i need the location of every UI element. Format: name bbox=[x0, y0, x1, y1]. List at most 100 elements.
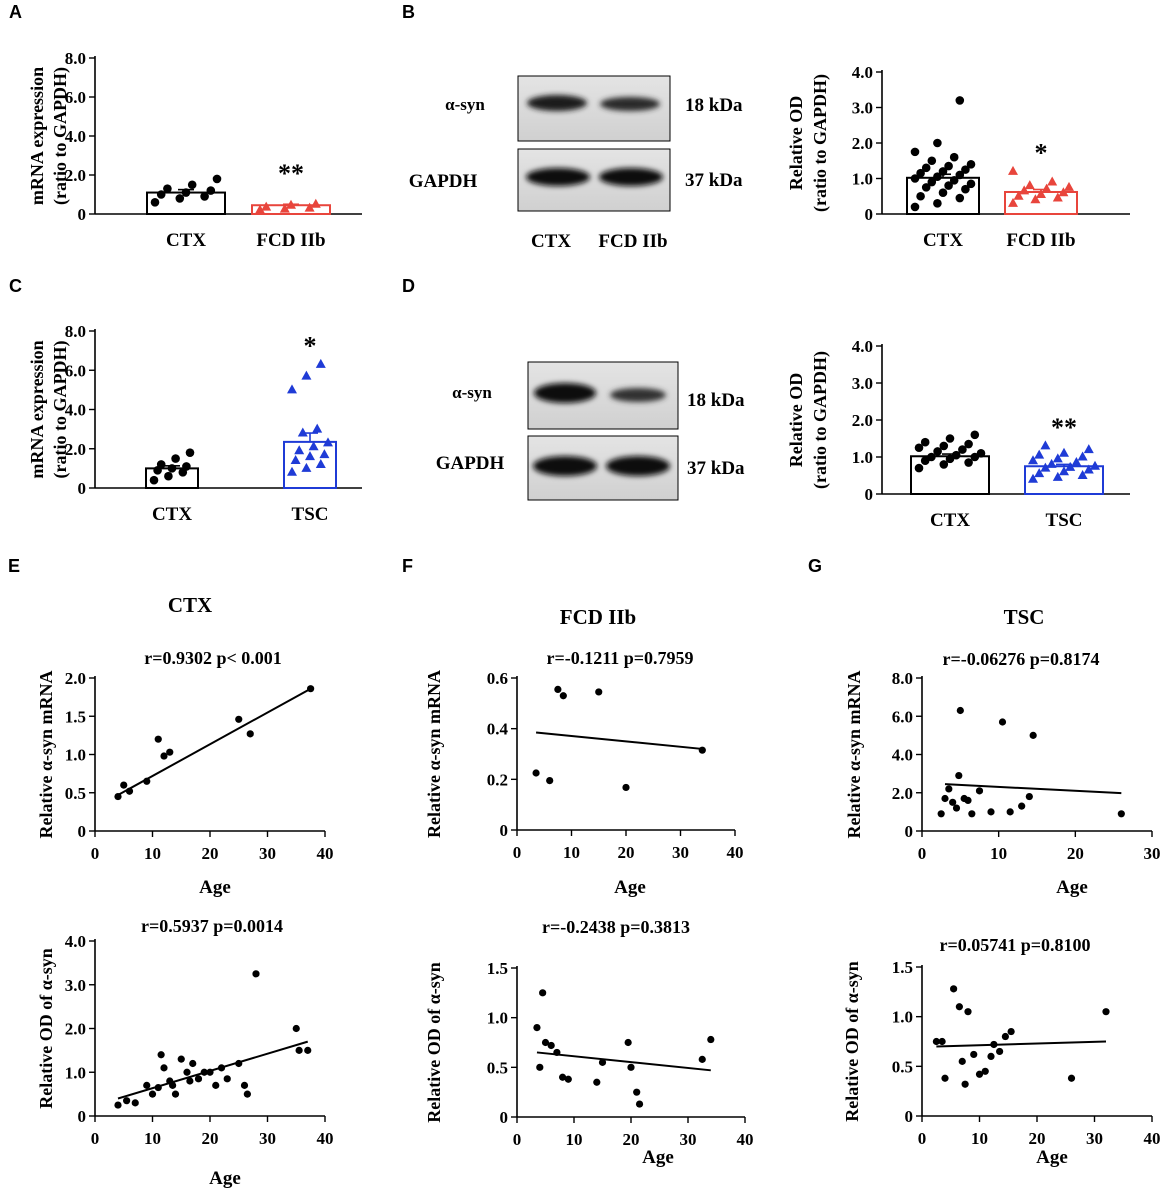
y-tick-label: 8.0 bbox=[892, 669, 913, 688]
data-point bbox=[148, 1090, 157, 1098]
data-point bbox=[1102, 1008, 1110, 1016]
y-tick-label: 3.0 bbox=[852, 99, 873, 118]
x-tick-label: 10 bbox=[990, 844, 1007, 863]
significance-marker: * bbox=[304, 331, 317, 360]
x-tick-label: 30 bbox=[259, 1129, 276, 1148]
data-point bbox=[1019, 185, 1030, 195]
data-point bbox=[160, 752, 168, 760]
data-point bbox=[189, 1059, 197, 1068]
data-point bbox=[945, 454, 955, 464]
data-point bbox=[1083, 444, 1094, 454]
data-point bbox=[627, 1063, 635, 1071]
x-tick-label: 0 bbox=[918, 1129, 927, 1148]
y-tick-label: 1.0 bbox=[852, 170, 873, 189]
data-point bbox=[1040, 440, 1051, 450]
data-point bbox=[921, 183, 931, 192]
blot-b-row1-kda: 18 kDa bbox=[685, 95, 743, 116]
panel-label: D bbox=[402, 276, 415, 296]
data-point bbox=[990, 1040, 998, 1049]
y-tick-label: 2.0 bbox=[852, 134, 873, 153]
data-point bbox=[933, 447, 942, 456]
data-point bbox=[1090, 460, 1100, 470]
y-tick-label: 0 bbox=[500, 821, 509, 840]
data-point bbox=[186, 1077, 194, 1085]
y-tick-label: 0.5 bbox=[487, 1058, 508, 1077]
blot-band bbox=[606, 456, 670, 476]
data-point bbox=[114, 1101, 122, 1109]
panel-label: C bbox=[9, 276, 22, 296]
data-point bbox=[235, 1059, 243, 1068]
chart-g2: r=0.05741 p=0.8100 0 0.5 1.0 1.5 0 10 20 30 40 Age… bbox=[842, 935, 1161, 1168]
data-point bbox=[533, 1024, 541, 1032]
data-point bbox=[305, 451, 315, 461]
data-point bbox=[956, 706, 964, 715]
data-point bbox=[951, 450, 961, 460]
data-point bbox=[223, 1075, 231, 1083]
data-point bbox=[255, 204, 265, 214]
data-point bbox=[968, 810, 976, 818]
data-point bbox=[200, 1068, 208, 1076]
x-category-label: CTX bbox=[930, 510, 970, 531]
y-tick-label: 0 bbox=[78, 1107, 87, 1126]
y-tick-label: 1.0 bbox=[487, 1009, 508, 1028]
data-point bbox=[181, 188, 191, 197]
chart-e1: E CTX r=0.9302 p< 0.001 0 0.5 1.0 1.5 2.0 0 10 20 3… bbox=[8, 556, 334, 898]
data-point bbox=[1058, 187, 1069, 197]
data-point bbox=[1036, 188, 1046, 198]
data-point bbox=[966, 179, 976, 189]
data-point bbox=[154, 735, 162, 743]
y-tick-label: 0.4 bbox=[487, 720, 509, 739]
chart-a: A 0 2.0 4.0 6.0 8.0 mRNA expression (ratio to G… bbox=[9, 2, 362, 251]
y-tick-label: 2.0 bbox=[65, 1020, 86, 1039]
data-point bbox=[949, 798, 957, 806]
y-tick-label: 0 bbox=[78, 822, 87, 841]
y-tick-label: 0 bbox=[865, 205, 874, 224]
y-tick-label: 6.0 bbox=[65, 361, 86, 380]
data-point bbox=[914, 443, 924, 453]
x-category-label: FCD IIb bbox=[256, 230, 325, 251]
data-point bbox=[287, 466, 297, 476]
y-axis-label: (ratio to GAPDH) bbox=[50, 67, 71, 205]
data-point bbox=[961, 1080, 969, 1088]
data-point bbox=[536, 1063, 544, 1071]
panel-label: A bbox=[9, 2, 22, 22]
x-tick-label: 40 bbox=[317, 1129, 334, 1148]
data-point bbox=[295, 1046, 303, 1054]
data-point bbox=[958, 1057, 966, 1065]
data-point bbox=[1083, 464, 1094, 474]
data-point bbox=[323, 437, 333, 447]
data-point bbox=[200, 192, 209, 201]
data-point bbox=[547, 1041, 555, 1050]
data-point bbox=[212, 174, 222, 184]
data-point bbox=[944, 181, 953, 190]
blot-band bbox=[610, 388, 666, 402]
data-point bbox=[171, 454, 180, 463]
data-point bbox=[1052, 471, 1063, 481]
data-point bbox=[1077, 470, 1088, 479]
chart-d: D 0 1.0 2.0 3.0 4.0 Relative OD (ratio to GAPDH… bbox=[402, 276, 1130, 531]
data-point bbox=[1077, 451, 1088, 461]
x-category-label: CTX bbox=[166, 230, 206, 251]
data-point bbox=[958, 445, 967, 454]
data-point bbox=[949, 152, 959, 162]
y-tick-label: 1.0 bbox=[65, 746, 86, 765]
panel-label: E bbox=[8, 556, 20, 576]
data-point bbox=[1117, 810, 1125, 818]
y-tick-label: 2.0 bbox=[65, 440, 86, 459]
stats-label: r=0.9302 p< 0.001 bbox=[144, 648, 282, 668]
y-tick-label: 1.5 bbox=[892, 958, 913, 977]
data-point bbox=[539, 989, 547, 997]
blot-d-row1-protein: α-syn bbox=[452, 383, 492, 402]
data-point bbox=[964, 458, 973, 467]
data-point bbox=[1067, 1074, 1076, 1082]
data-point bbox=[949, 175, 959, 185]
x-axis-label: Age bbox=[209, 1168, 241, 1189]
blot-band bbox=[526, 168, 590, 186]
data-point bbox=[938, 188, 948, 197]
chart-f1: F FCD IIb r=-0.1211 p=0.7959 0 0.2 0.4 0.6 0 10 2… bbox=[402, 556, 744, 898]
y-tick-label: 4.0 bbox=[65, 932, 86, 951]
data-point bbox=[698, 1055, 706, 1063]
data-point bbox=[937, 810, 945, 818]
data-point bbox=[532, 769, 540, 777]
stats-label: r=-0.06276 p=0.8174 bbox=[942, 649, 1099, 669]
